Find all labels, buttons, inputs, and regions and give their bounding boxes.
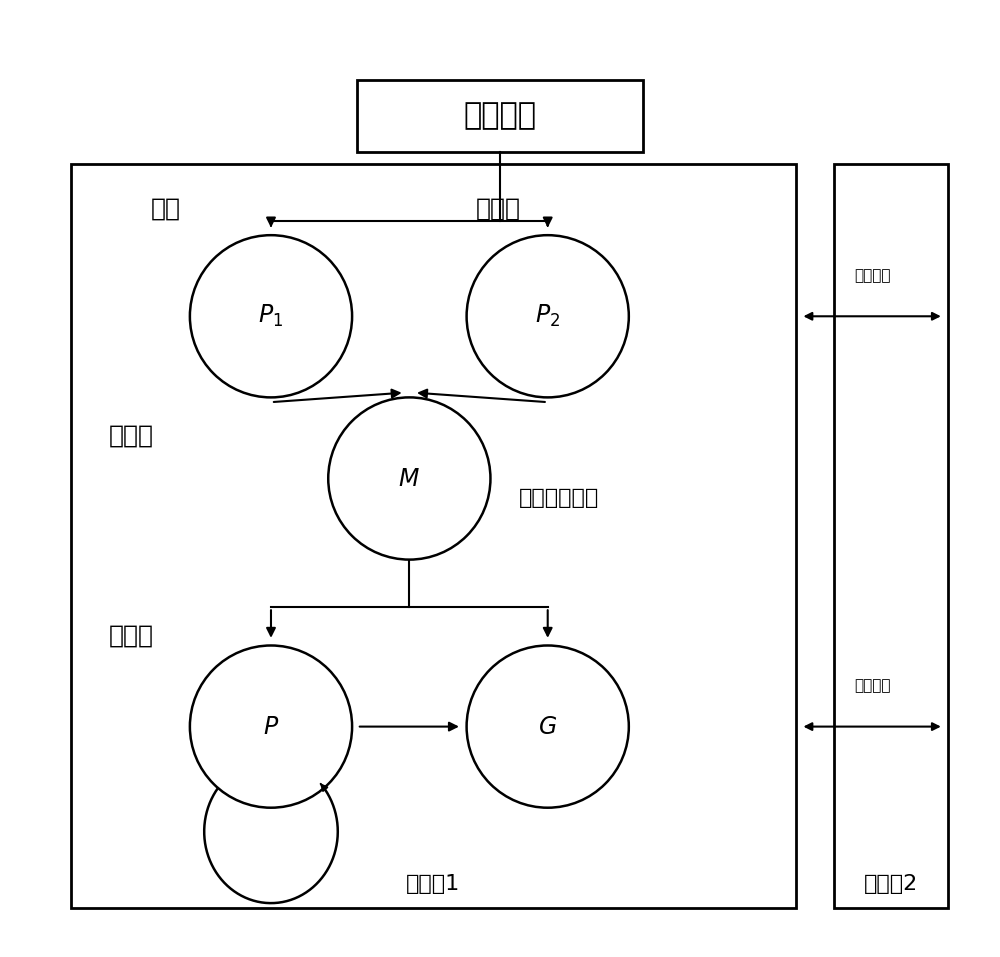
Bar — [71, 164, 796, 908]
Text: 未知环境: 未知环境 — [464, 101, 536, 130]
Text: $P_1$: $P_1$ — [258, 303, 284, 329]
Circle shape — [190, 645, 352, 808]
Text: $G$: $G$ — [538, 715, 557, 739]
Text: $M$: $M$ — [398, 466, 420, 491]
Text: $P$: $P$ — [263, 715, 279, 739]
Text: 形成层: 形成层 — [109, 624, 154, 648]
Text: 机器人1: 机器人1 — [406, 874, 460, 894]
Text: 障碍物: 障碍物 — [476, 197, 521, 221]
Text: 目标: 目标 — [150, 197, 180, 221]
Circle shape — [467, 235, 629, 397]
Text: 信息交互: 信息交互 — [854, 268, 890, 283]
Bar — [357, 80, 643, 151]
Circle shape — [190, 235, 352, 397]
Text: 产生层: 产生层 — [109, 424, 154, 448]
Text: 信息交互: 信息交互 — [854, 679, 890, 693]
Text: 优化调控参数: 优化调控参数 — [519, 487, 599, 507]
Text: 机器人2: 机器人2 — [864, 874, 918, 894]
Circle shape — [467, 645, 629, 808]
Text: $P_2$: $P_2$ — [535, 303, 560, 329]
Bar — [834, 164, 948, 908]
Circle shape — [328, 397, 490, 560]
